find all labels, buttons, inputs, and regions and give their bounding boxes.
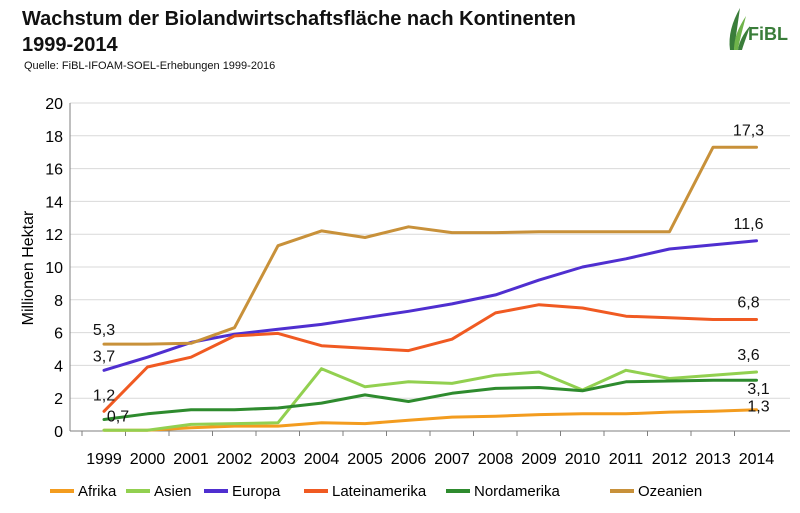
legend-swatch [204,489,228,493]
title-line-2: 1999-2014 [22,34,118,56]
y-tick-label: 6 [54,326,63,343]
legend-swatch [304,489,328,493]
chart-title: Wachstum der Biolandwirtschaftsfläche na… [22,6,576,58]
axes: 0 2 4 6 8 10 12 14 16 18 20 1999 2000 2001 2002 2003 200… [45,96,790,468]
x-tick-label: 2014 [739,451,775,468]
legend-label: Europa [232,482,281,500]
logo-text: FiBL [748,24,788,44]
x-tick-label: 2007 [434,451,470,468]
legend-swatch [50,489,74,493]
x-tick-label: 2010 [565,451,601,468]
x-tick-label: 2011 [609,451,644,468]
y-tick-label: 10 [45,260,63,277]
y-tick-label: 14 [45,194,63,211]
legend-label: Asien [154,482,192,500]
data-label: 0,7 [107,409,129,426]
y-tick-label: 12 [45,227,63,244]
data-label: 17,3 [733,122,764,139]
y-tick-label: 4 [54,358,63,375]
y-tick-label: 18 [45,129,63,146]
legend-swatch [610,489,634,493]
series-line-afrika [102,408,758,432]
legend-item-asien: Asien [126,479,192,503]
legend-swatch [126,489,150,493]
data-label: 3,6 [737,347,759,364]
y-tick-label: 8 [54,293,63,310]
data-label: 5,3 [93,322,115,339]
y-tick-label: 16 [45,162,63,179]
legend-item-europa: Europa [204,479,280,503]
legend: Afrika Asien Europa Lateinamerika Nordamerik… [50,479,790,503]
x-tick-label: 2008 [478,451,514,468]
data-labels: 5,3 3,7 1,2 0,7 17,3 11,6 6,8 3,6 3,11,3 [93,122,770,425]
series-line-lateinamerika [102,303,758,413]
data-label: 3,1 [747,381,769,398]
fibl-logo [716,4,796,52]
x-tick-label: 2009 [521,451,557,468]
y-axis-label: Millionen Hektar [20,210,37,325]
x-tick-label: 2013 [695,451,731,468]
data-label: 1,2 [93,387,115,404]
x-tick-label: 2004 [304,451,340,468]
x-tick-label: 2001 [173,451,209,468]
legend-item-ozeanien: Ozeanien [610,479,702,503]
legend-item-lateinamerika: Lateinamerika [304,479,426,503]
legend-item-afrika: Afrika [50,479,116,503]
series-line-ozeanien [102,145,758,346]
legend-swatch [446,489,470,493]
leaf-icon [729,8,750,50]
x-tick-label: 1999 [86,451,122,468]
x-tick-label: 2012 [652,451,688,468]
x-tick-label: 2003 [260,451,296,468]
grid-lines [70,102,790,399]
legend-label: Afrika [78,482,117,500]
legend-item-nordamerika: Nordamerika [446,479,560,503]
series-line-asien [102,367,758,432]
title-line-1: Wachstum der Biolandwirtschaftsfläche na… [22,8,576,30]
data-label: 11,6 [734,216,764,233]
y-tick-label: 0 [54,424,63,441]
x-tick-label: 2006 [391,451,427,468]
legend-label: Ozeanien [638,482,703,500]
series-lines [102,145,758,432]
y-tick-label: 2 [54,391,63,408]
legend-label: Nordamerika [474,482,560,500]
data-label: 1,3 [747,399,769,416]
series-line-europa [102,239,758,372]
x-tick-label: 2002 [217,451,253,468]
data-label: 6,8 [737,294,759,311]
x-tick-label: 2000 [130,451,166,468]
source-note: Quelle: FiBL-IFOAM-SOEL-Erhebungen 1999-… [24,60,276,72]
data-label: 3,7 [93,348,115,365]
x-tick-label: 2005 [347,451,383,468]
y-tick-label: 20 [45,96,63,113]
series-line-nordamerika [102,378,758,421]
legend-label: Lateinamerika [332,482,427,500]
